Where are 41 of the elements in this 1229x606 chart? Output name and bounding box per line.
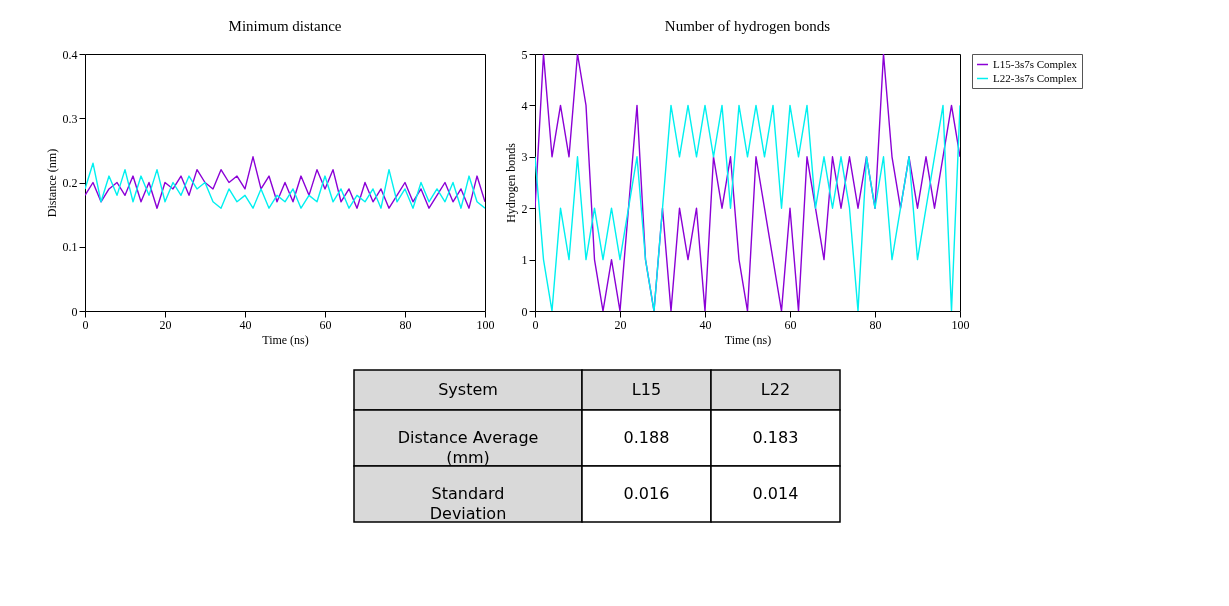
category-label: Standard Deviation [429, 484, 507, 523]
x-tick-label: 60 [319, 317, 332, 332]
line-series [535, 104, 960, 311]
x-tick-label: 20 [159, 317, 172, 332]
legend-label: L22-3s7s Complex [993, 71, 1078, 84]
y-tick-label: 0.4 [62, 47, 78, 62]
text: 0.188 [623, 428, 670, 447]
y-tick-label: 2 [521, 201, 528, 216]
x-tick-label: 80 [869, 317, 882, 332]
y-tick-label: 0.2 [62, 176, 78, 190]
x-tick-label: 20 [614, 317, 627, 332]
y-axis-title: Hydrogen bonds [503, 142, 518, 223]
category-label: L15 [631, 380, 662, 399]
y-tick-label: 4 [521, 98, 528, 113]
x-axis-title: Time (ns) [724, 332, 772, 347]
x-tick-label: 80 [399, 317, 412, 332]
y-tick-label: 1 [521, 253, 528, 268]
text: System [438, 380, 498, 399]
y-tick-label: 3 [521, 150, 528, 165]
y-tick-label: 0 [521, 304, 528, 319]
chart-title: Minimum distance [228, 18, 342, 34]
y-tick-label: 0 [71, 304, 78, 319]
x-tick-label: 60 [784, 317, 797, 332]
category-label: Distance Average (mm) [397, 428, 539, 467]
legend-label: L15-3s7s Complex [993, 57, 1078, 70]
text: 0.016 [623, 484, 670, 503]
x-tick-label: 100 [951, 317, 970, 332]
x-tick-label: 40 [699, 317, 712, 332]
x-tick-label: 0 [82, 317, 89, 332]
x-tick-label: 100 [476, 317, 495, 332]
y-tick-label: 5 [521, 47, 528, 62]
category-label: L22 [760, 380, 791, 399]
x-tick-label: 40 [239, 317, 252, 332]
y-axis-title: Distance (nm) [44, 148, 59, 218]
text: 0.183 [752, 428, 799, 447]
y-tick-label: 0.3 [62, 111, 78, 126]
chart-title: Number of hydrogen bonds [664, 18, 831, 34]
y-tick-label: 0.1 [62, 240, 78, 255]
x-axis-title: Time (ns) [262, 332, 309, 347]
x-tick-label: 0 [532, 317, 539, 332]
text: 0.014 [752, 484, 799, 503]
